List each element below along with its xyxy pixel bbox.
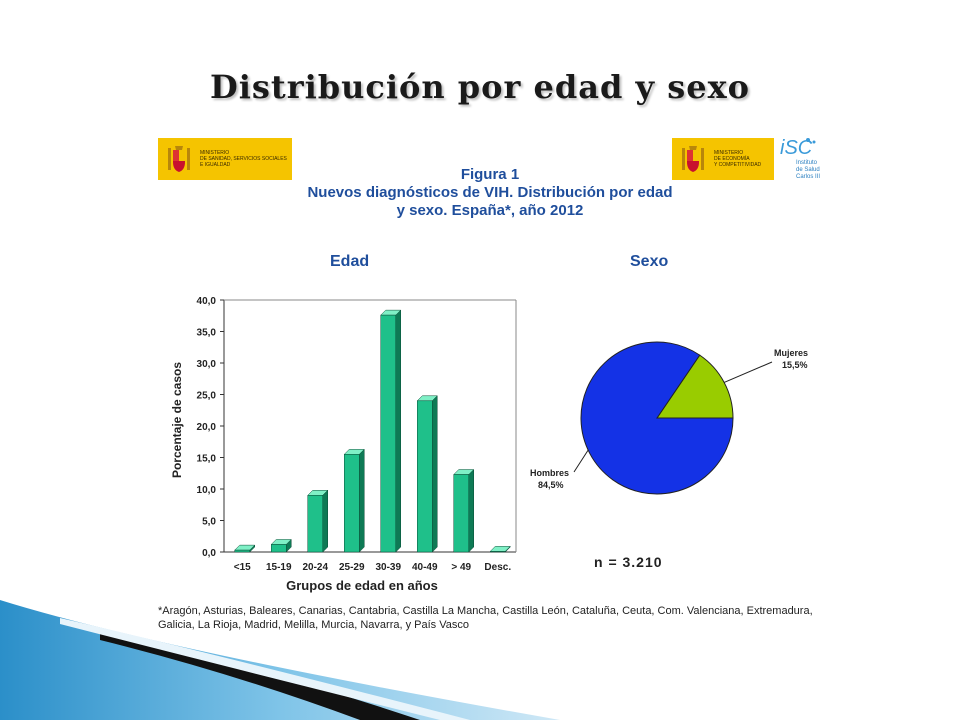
pie-slice-hombres [580, 341, 734, 495]
bar-side [468, 468, 474, 553]
x-axis-label: Grupos de edad en años [286, 578, 438, 593]
y-tick-label: 10,0 [197, 485, 217, 496]
figure-title-line1: Nuevos diagnósticos de VIH. Distribución… [307, 184, 673, 201]
ministry-economia-text: MINISTERIO DE ECONOMÍA Y COMPETITIVIDAD [714, 150, 762, 168]
figure-title-line2: y sexo. España*, año 2012 [396, 202, 584, 219]
pie-leader-hombres [573, 449, 589, 473]
bar-side [322, 489, 328, 553]
pie-slice-mujeres [656, 354, 734, 419]
pie-label-mujeres-value: 15,5% [782, 360, 808, 370]
bar [417, 400, 433, 553]
ministry-sanidad-logo: MINISTERIO DE SANIDAD, SERVICIOS SOCIALE… [158, 138, 292, 180]
blue-swoosh [0, 600, 560, 720]
pie-label-hombres-name: Hombres [530, 468, 569, 478]
pie-label-mujeres-name: Mujeres [774, 348, 808, 358]
x-tick-label: <15 [234, 562, 251, 573]
bar-side [359, 448, 365, 553]
sample-size-label: n = 3.210 [594, 554, 663, 570]
pie-label-hombres-value: 84,5% [538, 480, 564, 490]
y-tick-label: 25,0 [197, 391, 217, 402]
x-tick-label: 25-29 [339, 562, 365, 573]
isciii-mark: iSC [780, 137, 813, 159]
slide-title: Distribución por edad y sexo [210, 68, 750, 106]
y-tick-label: 40,0 [197, 296, 217, 307]
x-tick-label: 15-19 [266, 562, 292, 573]
bar [490, 551, 506, 553]
bar [234, 549, 250, 553]
spain-crest-icon [680, 144, 706, 174]
figure-label: Figura 1 [460, 166, 520, 183]
bar [307, 495, 323, 553]
bar [380, 314, 396, 553]
isciii-name: Instituto de Salud Carlos III [796, 160, 821, 180]
y-tick-label: 5,0 [202, 517, 216, 528]
edad-heading: Edad [330, 253, 370, 270]
y-tick-label: 30,0 [197, 359, 217, 370]
footnote: *Aragón, Asturias, Baleares, Canarias, C… [158, 605, 813, 631]
light-swoosh [60, 618, 470, 720]
x-tick-label: 20-24 [302, 562, 328, 573]
x-tick-label: 40-49 [412, 562, 438, 573]
sexo-heading: Sexo [630, 253, 669, 270]
bar [453, 474, 469, 553]
y-tick-label: 20,0 [197, 422, 217, 433]
ministry-economia-logo: MINISTERIO DE ECONOMÍA Y COMPETITIVIDAD [672, 138, 774, 180]
bar [344, 454, 360, 553]
bar-top [489, 546, 511, 552]
x-tick-label: 30-39 [375, 562, 401, 573]
pie-leader-mujeres [723, 361, 773, 383]
y-tick-label: 0,0 [202, 548, 216, 559]
spain-crest-icon [166, 144, 192, 174]
y-tick-label: 15,0 [197, 454, 217, 465]
ministry-sanidad-text: MINISTERIO DE SANIDAD, SERVICIOS SOCIALE… [200, 150, 287, 168]
bar-side [432, 395, 438, 553]
y-tick-label: 35,0 [197, 328, 217, 339]
x-tick-label: Desc. [484, 562, 511, 573]
bar-side [395, 309, 401, 553]
isciii-logo-icon: iSC [780, 137, 816, 159]
bar [271, 544, 287, 553]
x-tick-label: > 49 [451, 562, 471, 573]
y-axis-label: Porcentaje de casos [170, 362, 184, 478]
